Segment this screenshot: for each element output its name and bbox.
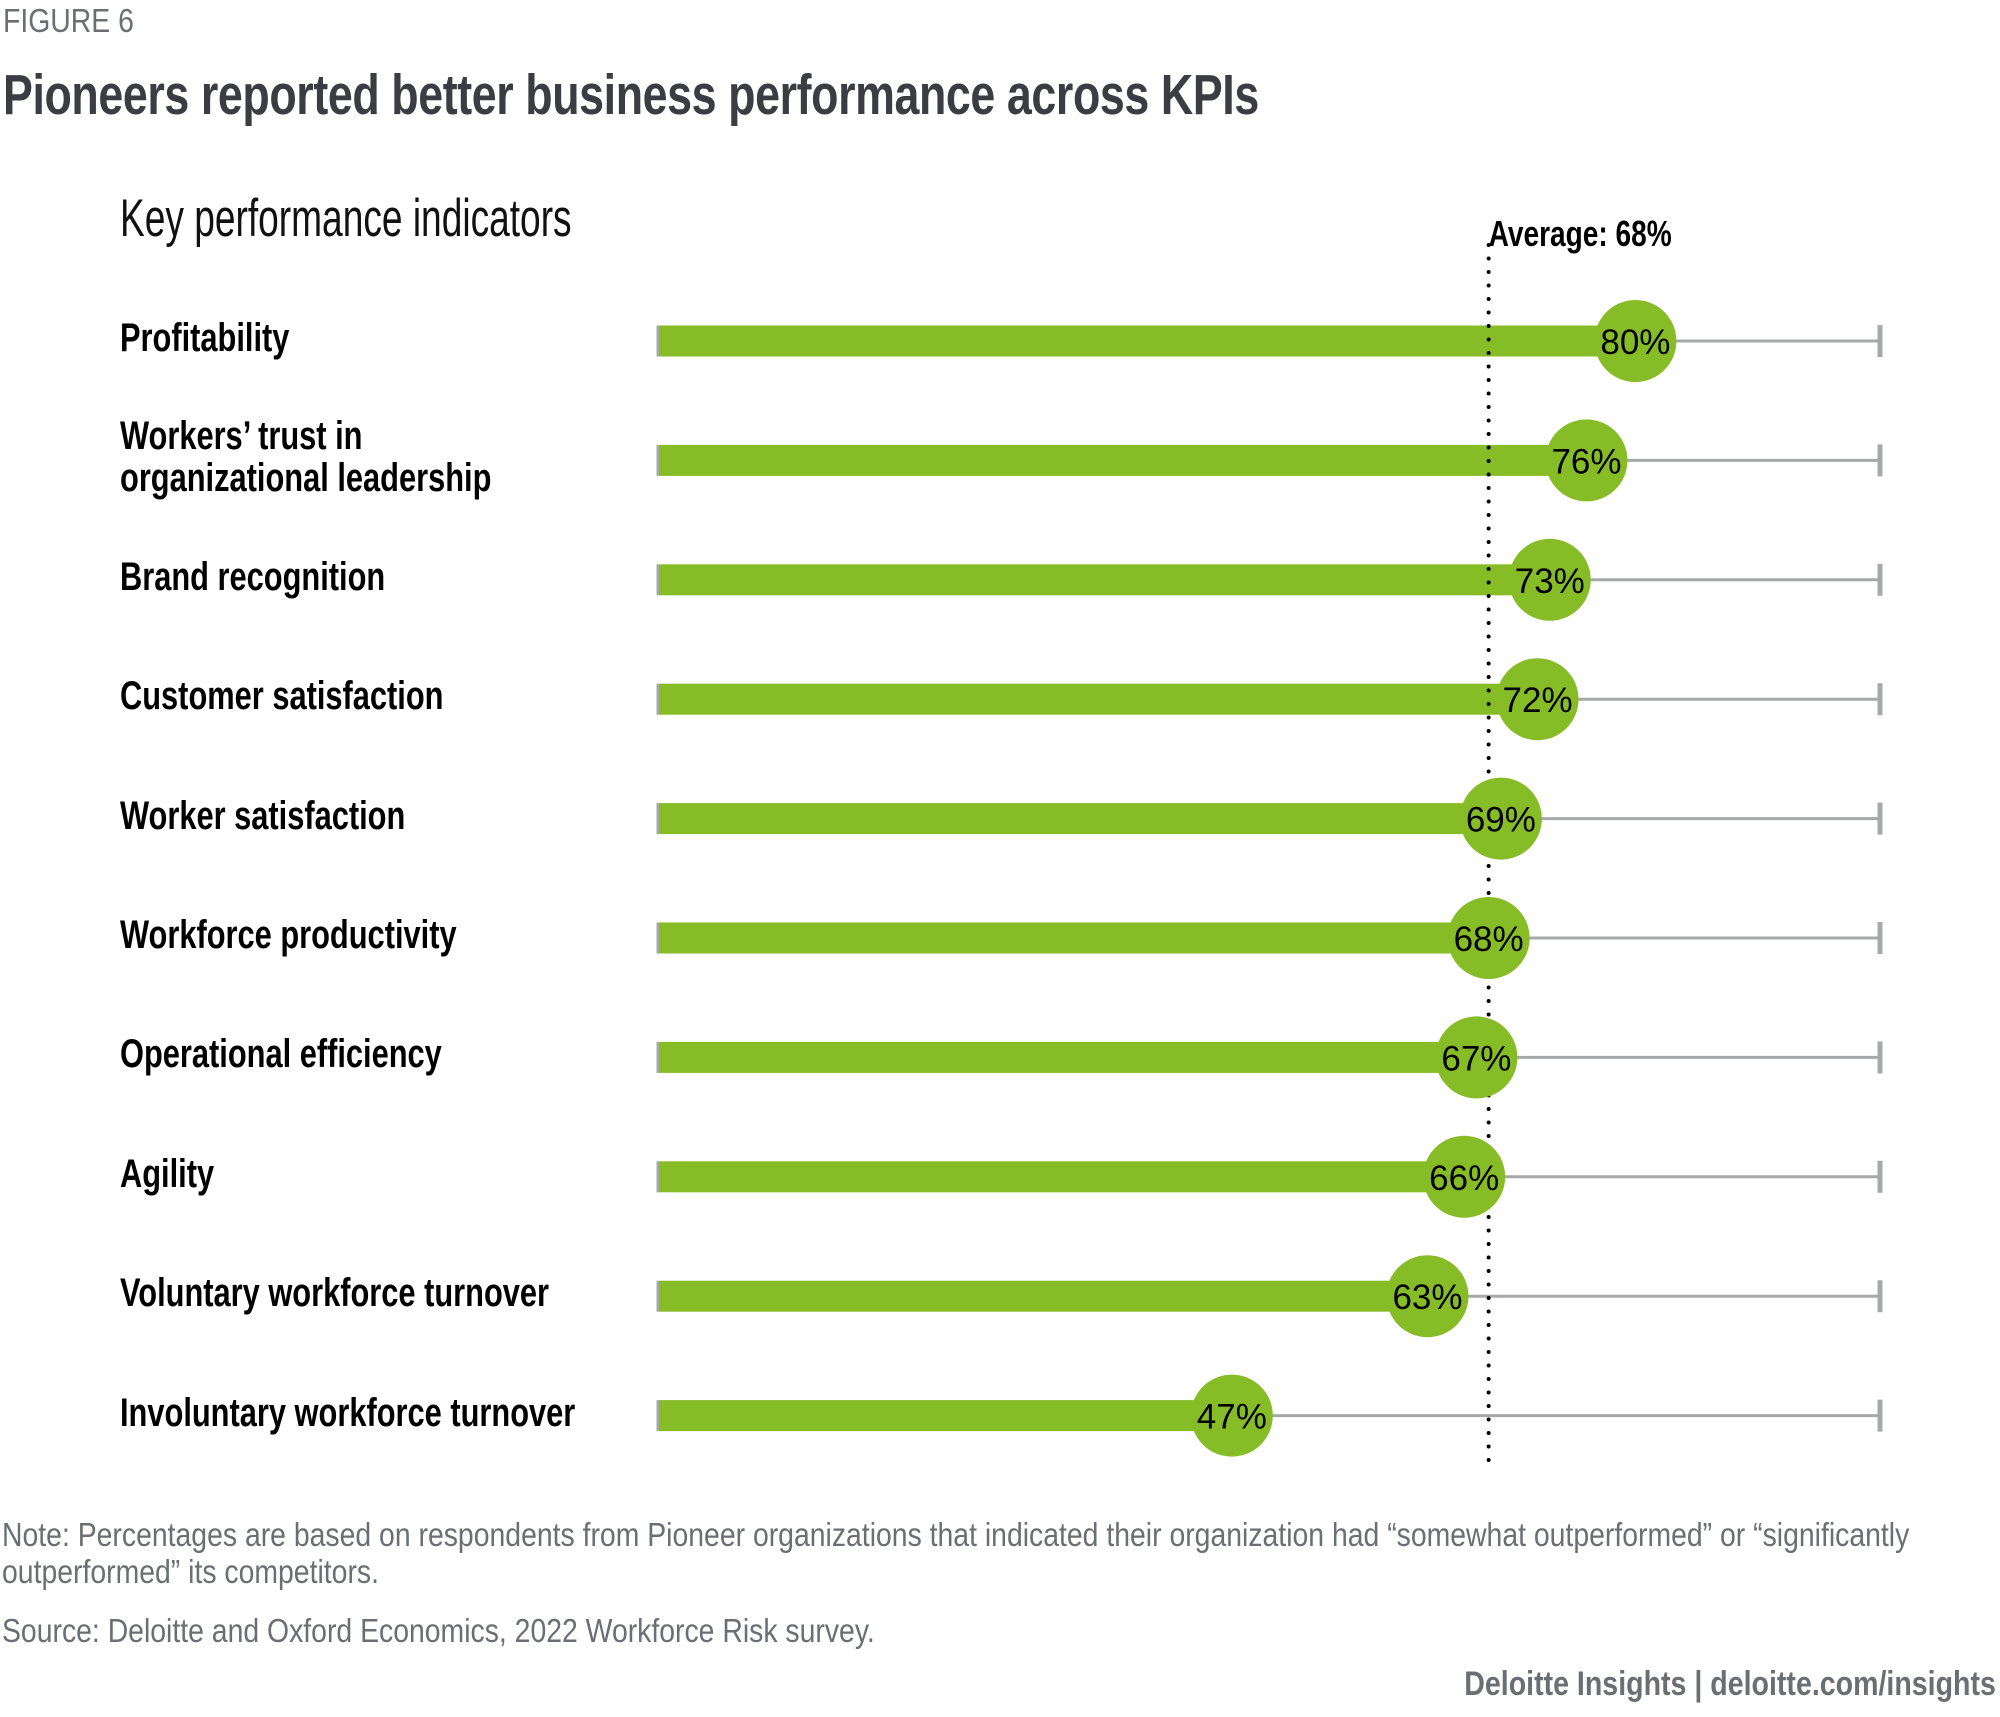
- category-label-line: Customer satisfaction: [120, 674, 444, 719]
- data-label: 80%: [1600, 323, 1670, 362]
- category-label: Profitability: [120, 317, 289, 359]
- data-label: 63%: [1392, 1278, 1462, 1317]
- figure-label: FIGURE 6: [3, 2, 134, 39]
- data-label: 67%: [1441, 1039, 1511, 1078]
- value-marker: [1545, 419, 1628, 502]
- category-label: Worker satisfaction: [120, 795, 405, 837]
- chart-subtitle: Key performance indicators: [120, 189, 572, 248]
- average-line-group: Average: 68%: [1486, 214, 1672, 1470]
- bar: [659, 1161, 1465, 1193]
- category-label: Operational efficiency: [120, 1033, 442, 1075]
- bar: [659, 922, 1489, 954]
- value-marker: [1594, 300, 1677, 382]
- value-marker: [1190, 1374, 1273, 1457]
- category-label-line: Voluntary workforce turnover: [120, 1271, 550, 1316]
- chart-title: Pioneers reported better business perfor…: [3, 63, 1259, 127]
- value-marker: [1459, 777, 1542, 860]
- bar: [659, 1400, 1232, 1432]
- data-label: 72%: [1503, 681, 1573, 720]
- category-label: Workforce productivity: [120, 914, 457, 956]
- bars: [659, 325, 1636, 1432]
- data-label: 76%: [1551, 442, 1621, 481]
- value-marker: [1423, 1135, 1506, 1218]
- bar: [659, 564, 1550, 596]
- credit-text: Deloitte Insights | deloitte.com/insight…: [1363, 1665, 1996, 1704]
- category-label: Workers’ trust in organizational leadersh…: [120, 415, 491, 499]
- source-text: Source: Deloitte and Oxford Economics, 2…: [2, 1612, 875, 1649]
- category-label-line: Agility: [120, 1151, 215, 1196]
- category-label-line: organizational leadership: [120, 456, 492, 501]
- bar: [659, 683, 1538, 715]
- category-label: Customer satisfaction: [120, 675, 443, 717]
- category-label-line: Workforce productivity: [120, 913, 457, 957]
- value-marker: [1386, 1255, 1469, 1338]
- track-lines: [656, 325, 1883, 1432]
- data-label: 73%: [1515, 562, 1585, 601]
- credit-link[interactable]: Deloitte Insights | deloitte.com/insight…: [1464, 1665, 1996, 1703]
- bar: [659, 1280, 1428, 1312]
- value-markers: 80% 76% 73% 72% 69% 68% 67% 66% 63% 47%: [1190, 300, 1677, 1457]
- data-label: 66%: [1429, 1159, 1499, 1198]
- value-marker: [1435, 1016, 1518, 1099]
- category-label: Involuntary workforce turnover: [120, 1392, 575, 1434]
- bar: [659, 1041, 1477, 1073]
- footnote: Note: Percentages are based on responden…: [2, 1516, 1910, 1590]
- category-label: Agility: [120, 1153, 214, 1195]
- data-label: 47%: [1197, 1398, 1267, 1437]
- category-label: Brand recognition: [120, 556, 385, 598]
- value-marker: [1447, 897, 1530, 979]
- category-label-line: Worker satisfaction: [120, 793, 406, 838]
- category-label-line: Involuntary workforce turnover: [120, 1390, 576, 1435]
- bar: [659, 325, 1636, 357]
- data-label: 68%: [1454, 920, 1524, 959]
- average-label: Average: 68%: [1489, 214, 1672, 254]
- category-label-line: Profitability: [120, 316, 290, 360]
- category-label-line: Workers’ trust in: [120, 414, 363, 459]
- bar: [659, 444, 1587, 476]
- data-label: 69%: [1466, 801, 1536, 840]
- category-label-line: Operational efficiency: [120, 1032, 442, 1077]
- value-marker: [1508, 538, 1591, 621]
- value-marker: [1496, 658, 1579, 741]
- category-label: Voluntary workforce turnover: [120, 1272, 549, 1314]
- bar: [659, 803, 1501, 835]
- category-label-line: Brand recognition: [120, 554, 386, 599]
